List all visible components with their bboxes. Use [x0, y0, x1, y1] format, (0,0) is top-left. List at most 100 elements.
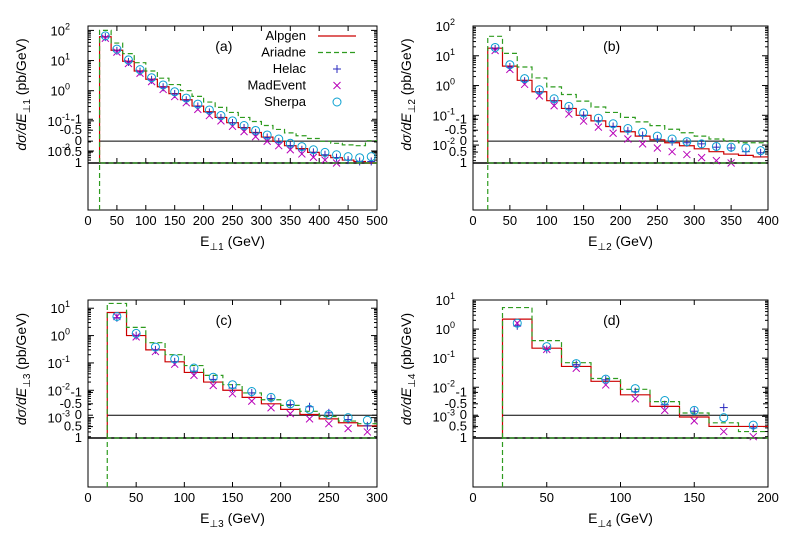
x-tick-label: 200 [757, 490, 779, 505]
y-label-sub: ⊥1 [22, 99, 33, 114]
x-axis-label: E⊥1 (GeV) [200, 233, 265, 253]
y-tick-label: 100 [51, 82, 70, 99]
x-tick-label: 50 [540, 490, 554, 505]
marker-sherpa-ring [490, 42, 500, 52]
marker-madevent-d2 [309, 153, 318, 162]
x-tick-label: 250 [318, 490, 340, 505]
marker-madevent-d2 [579, 117, 588, 125]
marker-sherpa-ring [549, 94, 559, 104]
marker-madevent-d2 [749, 432, 758, 441]
marker-sherpa-ring [251, 125, 261, 135]
ratio-hist-ariadne [501, 437, 768, 487]
y-tick-base: 10 [48, 114, 62, 129]
y-tick-label: 10-2 [48, 381, 70, 398]
main-plot-frame [472, 25, 769, 164]
marker-sherpa-ring [362, 415, 372, 425]
y-tick-base: 10 [433, 409, 447, 424]
marker-sherpa-ring [131, 328, 141, 338]
x-tick-label: 0 [469, 213, 476, 228]
x-tick-label: 300 [683, 213, 705, 228]
marker-sherpa-ring [170, 354, 180, 364]
y-tick-exponent: -3 [62, 409, 70, 419]
legend-label-alpgen: Alpgen [266, 28, 306, 43]
y-tick-base: 10 [48, 383, 62, 398]
main-plot-frame [472, 299, 769, 439]
marker-sherpa-ring [181, 93, 191, 103]
panel-c: 0 50 100 150 200 250 30010-310-210-110010110.5… [13, 299, 388, 530]
y-tick-label: 101 [51, 52, 70, 69]
marker-sherpa-ring [112, 44, 122, 54]
hist-ariadne [98, 29, 377, 163]
hist-ariadne [106, 302, 377, 438]
ratio-y-tick-label: -0.5 [60, 396, 82, 411]
x-tick-label: 450 [337, 213, 359, 228]
marker-sherpa-ring [682, 137, 692, 147]
marker-sherpa-ring [719, 413, 729, 423]
marker-madevent-d2 [182, 98, 191, 107]
y-tick-exponent: -2 [447, 136, 455, 146]
ratio-y-tick-label: 0.5 [449, 144, 467, 159]
ratio-y-tick-label: 1 [460, 430, 467, 445]
y-label-main: dσ/dE [13, 113, 29, 151]
marker-sherpa-ring [285, 399, 295, 409]
marker-sherpa-ring [305, 404, 315, 414]
y-label-main: dσ/dE [398, 387, 414, 425]
marker-madevent-d2 [550, 101, 558, 110]
ratio-y-tick-label: 0 [460, 133, 467, 148]
x-tick-label: 50 [503, 213, 517, 228]
x-tick-label: 300 [366, 490, 388, 505]
y-tick-label: 10-2 [433, 378, 455, 395]
marker-sherpa-ring [652, 131, 662, 141]
y-tick-base: 10 [51, 329, 65, 344]
marker-sherpa-ring [204, 105, 214, 115]
marker-madevent-d2 [113, 48, 121, 57]
marker-madevent-d2 [631, 394, 640, 403]
panel-label: (d) [603, 312, 620, 328]
x-tick-label: 150 [573, 213, 595, 228]
marker-sherpa-ring [630, 384, 640, 394]
marker-sherpa-ring [711, 141, 721, 151]
x-tick-label: 400 [308, 213, 330, 228]
marker-sherpa-ring [239, 121, 249, 131]
marker-sherpa-ring [638, 127, 648, 137]
x-tick-label: 500 [366, 213, 388, 228]
main-plot-frame [87, 25, 378, 164]
x-label-unit: (GeV) [224, 233, 265, 249]
y-tick-exponent: 0 [450, 320, 455, 330]
y-tick-base: 10 [51, 84, 65, 99]
marker-madevent-d2 [286, 145, 295, 154]
x-tick-label: 100 [173, 490, 195, 505]
y-tick-exponent: -1 [447, 349, 455, 359]
x-tick-label: 0 [469, 490, 476, 505]
x-tick-label: 400 [757, 213, 779, 228]
x-tick-label: 50 [110, 213, 124, 228]
y-tick-label: 100 [436, 320, 455, 337]
ratio-y-tick-label: -1 [455, 384, 467, 399]
marker-sherpa-ring [320, 147, 330, 157]
ratio-y-tick-label: 0 [460, 407, 467, 422]
marker-sherpa-ring [608, 119, 618, 129]
marker-sherpa-ring [285, 138, 295, 148]
y-tick-label: 10-1 [433, 106, 455, 123]
x-tick-label: 100 [536, 213, 558, 228]
marker-madevent-d2 [247, 397, 256, 406]
marker-sherpa-ring [324, 410, 334, 420]
marker-sherpa-ring [726, 142, 736, 152]
marker-sherpa-ring [343, 413, 353, 423]
x-label-main: E [200, 510, 209, 526]
y-axis-label: dσ/dE⊥1 (pb/GeV) [13, 38, 33, 150]
panel-b: 0 50 100 150 200 250 300 350 40010-210-110010110… [398, 17, 779, 253]
y-tick-exponent: -1 [62, 354, 70, 364]
marker-madevent-d2 [565, 110, 573, 118]
marker-sherpa-ring [208, 372, 218, 382]
marker-madevent-d2 [274, 141, 283, 150]
marker-madevent-d2 [638, 139, 647, 148]
legend-label-helac: Helac [273, 61, 307, 76]
ratio-y-tick-label: -1 [455, 111, 467, 126]
x-tick-label: 150 [222, 490, 244, 505]
legend-label-ariadne: Ariadne [261, 45, 306, 60]
marker-madevent-d2 [719, 427, 728, 436]
y-tick-exponent: 2 [65, 21, 70, 31]
marker-sherpa-ring [579, 108, 589, 118]
